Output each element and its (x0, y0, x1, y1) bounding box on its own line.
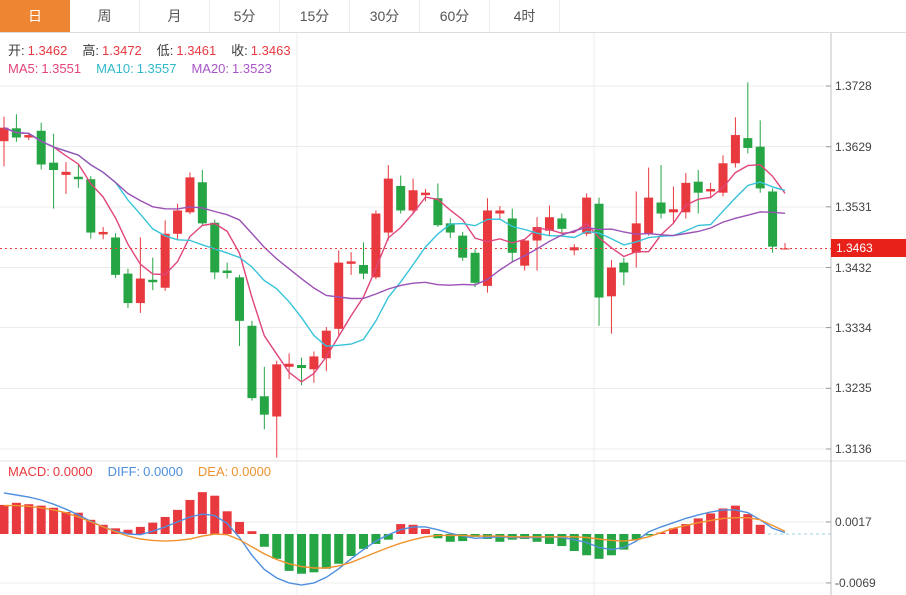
diff-value: 0.0000 (143, 464, 183, 479)
ma10-value: 1.3557 (136, 61, 177, 76)
low-value: 1.3461 (176, 43, 217, 58)
ma-readout: MA5: 1.3551 MA10: 1.3557 MA20: 1.3523 (8, 61, 287, 76)
macd-macd: MACD: 0.0000 (8, 464, 96, 479)
diff-line (3, 492, 786, 586)
ma10-label: MA10: (96, 61, 134, 76)
tab-day[interactable]: 日 (0, 0, 70, 32)
ma-ma5: MA5: 1.3551 (8, 61, 84, 76)
candles-layer (0, 82, 790, 458)
tab-30min[interactable]: 30分 (350, 0, 420, 32)
interval-tabbar: 日周月 5分 15分 30分 60分 4时 (0, 0, 906, 33)
ma-ma10: MA10: 1.3557 (96, 61, 179, 76)
ohlc-low: 低: 1.3461 (157, 43, 219, 58)
dea-line (4, 504, 786, 569)
ma-ma20: MA20: 1.3523 (191, 61, 274, 76)
ma10-line (3, 127, 786, 347)
low-label: 低: (156, 43, 174, 58)
ma20-line (3, 127, 786, 300)
dea-label: DEA: (197, 464, 229, 479)
main-axis-tick: 1.3136 (835, 442, 872, 456)
close-value: 1.3463 (250, 43, 291, 58)
axis-ticks (826, 85, 831, 584)
tab-month[interactable]: 月 (140, 0, 210, 32)
high-value: 1.3472 (102, 43, 142, 58)
macd-axis-tick: 0.0017 (835, 514, 872, 529)
main-axis-tick: 1.3629 (835, 139, 872, 154)
main-axis-tick: 1.3334 (835, 320, 872, 335)
tab-week[interactable]: 周 (70, 0, 140, 32)
macd-diff: DIFF: 0.0000 (108, 464, 186, 479)
macd-label: MACD: (8, 464, 50, 479)
main-axis-tick: 1.3728 (835, 79, 872, 93)
macd-value: 0.0000 (52, 464, 93, 479)
ma5-label: MA5: (8, 61, 39, 76)
diff-label: DIFF: (107, 464, 141, 479)
macd-dea: DEA: 0.0000 (198, 464, 274, 479)
main-axis-tick: 1.3432 (835, 260, 872, 275)
main-axis-tick: 1.3531 (835, 199, 872, 214)
open-value: 1.3462 (27, 43, 68, 58)
ohlc-open: 开: 1.3462 (8, 43, 70, 58)
ma5-value: 1.3551 (41, 61, 82, 76)
ohlc-high: 高: 1.3472 (82, 43, 144, 58)
ma20-value: 1.3523 (232, 61, 272, 76)
main-axis-tick: 1.3235 (835, 381, 872, 396)
dea-value: 0.0000 (231, 464, 272, 479)
open-label: 开: (8, 43, 25, 58)
tab-60min[interactable]: 60分 (420, 0, 490, 32)
high-label: 高: (82, 43, 100, 58)
tab-5min[interactable]: 5分 (210, 0, 280, 32)
macd-histogram (0, 492, 765, 574)
macd-axis-tick: -0.0069 (835, 575, 876, 590)
ma20-label: MA20: (191, 61, 230, 76)
current-price-badge: 1.3463 (831, 239, 906, 258)
tab-15min[interactable]: 15分 (280, 0, 350, 32)
ohlc-readout: 开: 1.3462 高: 1.3472 低: 1.3461 收: 1.3463 (8, 40, 306, 59)
close-label: 收: (231, 43, 248, 58)
tab-4hour[interactable]: 4时 (490, 0, 560, 32)
ohlc-close: 收: 1.3463 (231, 43, 293, 58)
macd-readout: MACD: 0.0000 DIFF: 0.0000 DEA: 0.0000 (8, 464, 286, 479)
grid-lines (0, 33, 906, 595)
ma5-line (3, 127, 786, 383)
